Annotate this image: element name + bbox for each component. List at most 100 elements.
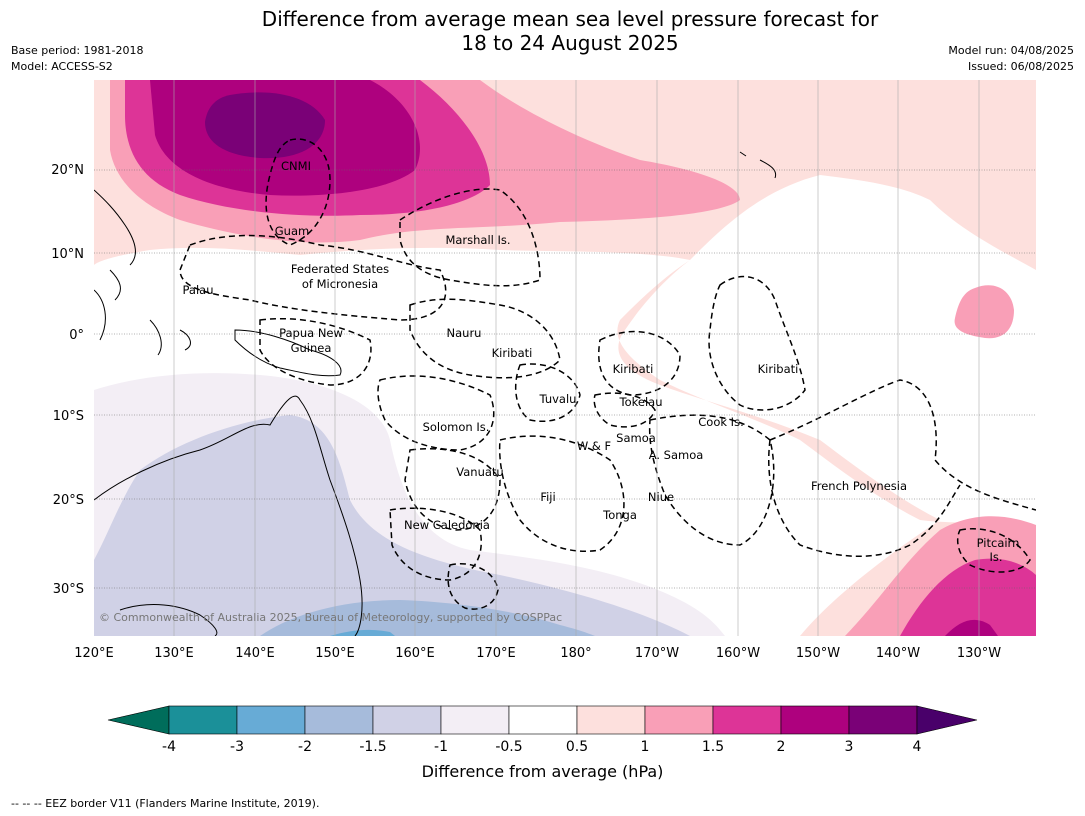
- cbar-tick-label: 1.5: [702, 739, 724, 755]
- eez-norfolk: [447, 563, 499, 610]
- lon-label: 120°E: [74, 646, 114, 661]
- lat-label: 10°N: [51, 247, 84, 262]
- cbar-tick-label: 1: [641, 739, 650, 755]
- colorbar-segment: [372, 705, 442, 735]
- base-period: Base period: 1981-2018: [11, 44, 144, 57]
- anomaly-1.5-2-southeast: [900, 558, 1036, 636]
- colorbar-segment: [780, 705, 850, 735]
- eez-french-polynesia: [768, 379, 1036, 557]
- australia-coast: [94, 395, 363, 636]
- eez-borders: [179, 138, 1036, 610]
- colorbar-segment: [644, 705, 714, 735]
- colorbar: [107, 705, 978, 735]
- place-kiribati-phoenix: Kiribati: [613, 362, 654, 376]
- place-niue: Niue: [648, 490, 674, 504]
- place-cnmi: CNMI: [281, 159, 311, 173]
- cbar-tick-label: -3: [230, 739, 244, 755]
- eez-tokelau: [593, 392, 656, 428]
- cbar-tick-label: 4: [913, 739, 922, 755]
- eez-footnote: -- -- -- EEZ border V11 (Flanders Marine…: [11, 797, 320, 810]
- lat-label: 20°N: [51, 163, 84, 178]
- lon-label: 160°W: [716, 646, 760, 661]
- cbar-tick-label: -1.5: [359, 739, 386, 755]
- lon-label: 180°: [560, 646, 591, 661]
- eez-kiribati-west: [409, 298, 561, 379]
- place-fsm-1: Federated States: [291, 262, 389, 276]
- colorbar-segment: [168, 705, 238, 735]
- meta-left: Base period: 1981-2018 Model: ACCESS-S2: [11, 43, 143, 75]
- place-french-polynesia: French Polynesia: [811, 479, 907, 493]
- lon-label: 140°W: [876, 646, 920, 661]
- place-nauru: Nauru: [447, 326, 482, 340]
- eez-cook: [648, 414, 775, 546]
- cbar-tick-label: -4: [162, 739, 176, 755]
- place-fiji: Fiji: [540, 490, 555, 504]
- lon-label: 140°E: [235, 646, 275, 661]
- anomaly-field: [94, 80, 1036, 636]
- lat-label: 20°S: [53, 493, 84, 508]
- cbar-tick-label: -2: [298, 739, 312, 755]
- place-wallis-futuna: W & F: [577, 439, 611, 453]
- lon-label: 130°W: [957, 646, 1001, 661]
- place-png-1: Papua New: [279, 326, 343, 340]
- eez-pitcairn: [957, 528, 1031, 573]
- colorbar-segment: [712, 705, 782, 735]
- eez-solomon: [377, 375, 495, 451]
- cbar-tick-label: 0.5: [566, 739, 588, 755]
- new-guinea-coast: [234, 329, 342, 377]
- lon-label: 130°E: [154, 646, 194, 661]
- place-cook: Cook Is.: [698, 415, 743, 429]
- indonesia-coast: [149, 319, 191, 356]
- place-tokelau: Tokelau: [619, 395, 663, 409]
- lat-label: 0°: [69, 328, 84, 343]
- place-tonga: Tonga: [602, 508, 637, 522]
- eez-png: [259, 317, 372, 386]
- eez-marshall: [399, 188, 541, 287]
- copyright-text: © Commonwealth of Australia 2025, Bureau…: [99, 611, 562, 624]
- anomaly-neg-1-1.5: [94, 415, 690, 636]
- place-tuvalu: Tuvalu: [539, 392, 577, 406]
- cbar-tick-label: -0.5: [495, 739, 522, 755]
- longitude-labels: 120°E 130°E 140°E 150°E 160°E 170°E 180°…: [74, 646, 1001, 661]
- eez-fiji-tonga: [498, 435, 625, 552]
- place-pitcairn-1: Pitcairn: [977, 536, 1020, 550]
- eez-micronesia: [179, 234, 447, 321]
- place-vanuatu: Vanuatu: [456, 465, 503, 479]
- place-kiribati-line: Kiribati: [758, 362, 799, 376]
- colorbar-tick-labels: -4 -3 -2 -1.5 -1 -0.5 0.5 1 1.5 2 3 4: [162, 739, 922, 755]
- eez-cnmi-guam: [265, 138, 331, 246]
- eez-vanuatu: [404, 448, 501, 531]
- title-line-1: Difference from average mean sea level p…: [261, 7, 879, 31]
- anomaly-2-3-southeast: [945, 619, 998, 636]
- hawaii-coast: [739, 151, 777, 179]
- colorbar-segment: [236, 705, 306, 735]
- lon-label: 160°E: [395, 646, 435, 661]
- place-kiribati-gilbert: Kiribati: [492, 346, 533, 360]
- place-fsm-2: of Micronesia: [302, 277, 378, 291]
- place-pitcairn-2: Is.: [989, 550, 1002, 564]
- place-marshall: Marshall Is.: [445, 233, 510, 247]
- colorbar-segment: [304, 705, 374, 735]
- colorbar-segment: [576, 705, 646, 735]
- philippines-coast: [94, 189, 136, 301]
- lat-label: 30°S: [53, 582, 84, 597]
- colorbar-title: Difference from average (hPa): [421, 762, 664, 781]
- meta-right: Model run: 04/08/2025 Issued: 06/08/2025: [948, 43, 1074, 75]
- borneo-coast: [94, 289, 106, 341]
- cbar-tick-label: 2: [777, 739, 786, 755]
- colorbar-segment: [848, 705, 918, 735]
- graticule-meridians: [173, 80, 980, 636]
- place-solomon: Solomon Is.: [423, 420, 490, 434]
- model-name: Model: ACCESS-S2: [11, 60, 113, 73]
- lon-label: 150°E: [315, 646, 355, 661]
- issued-date: Issued: 06/08/2025: [967, 60, 1074, 73]
- anomaly-1-1.5-east-blob: [954, 285, 1014, 339]
- anomaly-3-4-north: [205, 92, 325, 159]
- place-samoa: Samoa: [616, 431, 656, 445]
- lon-label: 170°E: [476, 646, 516, 661]
- place-new-caledonia: New Caledonia: [404, 518, 490, 532]
- lon-label: 170°W: [635, 646, 679, 661]
- latitude-labels: 20°N 10°N 0° 10°S 20°S 30°S: [51, 163, 84, 597]
- cbar-tick-label: -1: [434, 739, 448, 755]
- model-run: Model run: 04/08/2025: [948, 44, 1074, 57]
